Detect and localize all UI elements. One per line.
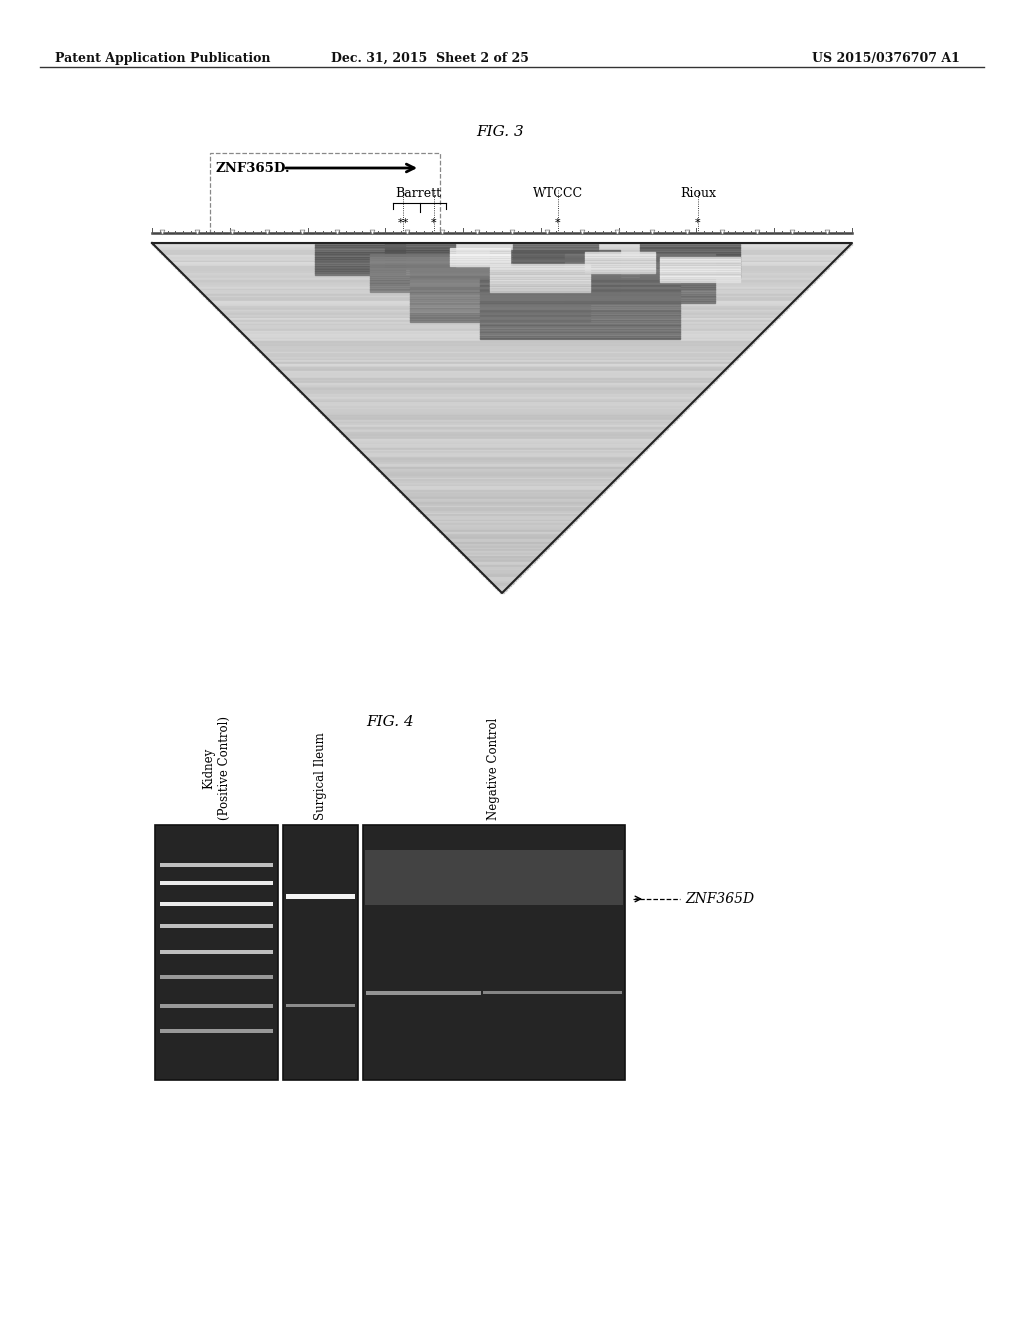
Bar [160, 902, 273, 906]
Bar [155, 825, 278, 1080]
Text: Surgical Ileum: Surgical Ileum [314, 733, 327, 820]
Text: **: ** [397, 218, 409, 228]
Bar [160, 882, 273, 886]
Text: *: * [695, 218, 700, 228]
Text: Dec. 31, 2015  Sheet 2 of 25: Dec. 31, 2015 Sheet 2 of 25 [331, 51, 529, 65]
Bar [160, 950, 273, 954]
Text: Kidney
(Positive Control): Kidney (Positive Control) [203, 715, 230, 820]
Text: ZNF365D.: ZNF365D. [215, 161, 290, 174]
Bar [286, 894, 355, 899]
Bar [362, 825, 625, 1080]
Bar [283, 825, 358, 1080]
Bar [160, 924, 273, 928]
Text: Negative Control: Negative Control [487, 718, 501, 820]
Text: *: * [555, 218, 561, 228]
Text: Patent Application Publication: Patent Application Publication [55, 51, 270, 65]
Text: Barrett: Barrett [395, 187, 441, 201]
Bar [366, 991, 481, 995]
Bar [160, 1030, 273, 1034]
Bar [160, 1003, 273, 1007]
Bar [160, 863, 273, 867]
Text: FIG. 4: FIG. 4 [367, 715, 414, 729]
Text: FIG. 3: FIG. 3 [476, 125, 524, 139]
Text: WTCCC: WTCCC [532, 187, 583, 201]
Text: ZNF365D: ZNF365D [685, 892, 754, 906]
Bar [210, 153, 440, 234]
Bar [160, 975, 273, 979]
Bar [365, 850, 623, 906]
Text: US 2015/0376707 A1: US 2015/0376707 A1 [812, 51, 961, 65]
Text: *: * [431, 218, 437, 228]
Bar [483, 991, 622, 994]
Text: Rioux: Rioux [680, 187, 716, 201]
Bar [286, 1003, 355, 1006]
